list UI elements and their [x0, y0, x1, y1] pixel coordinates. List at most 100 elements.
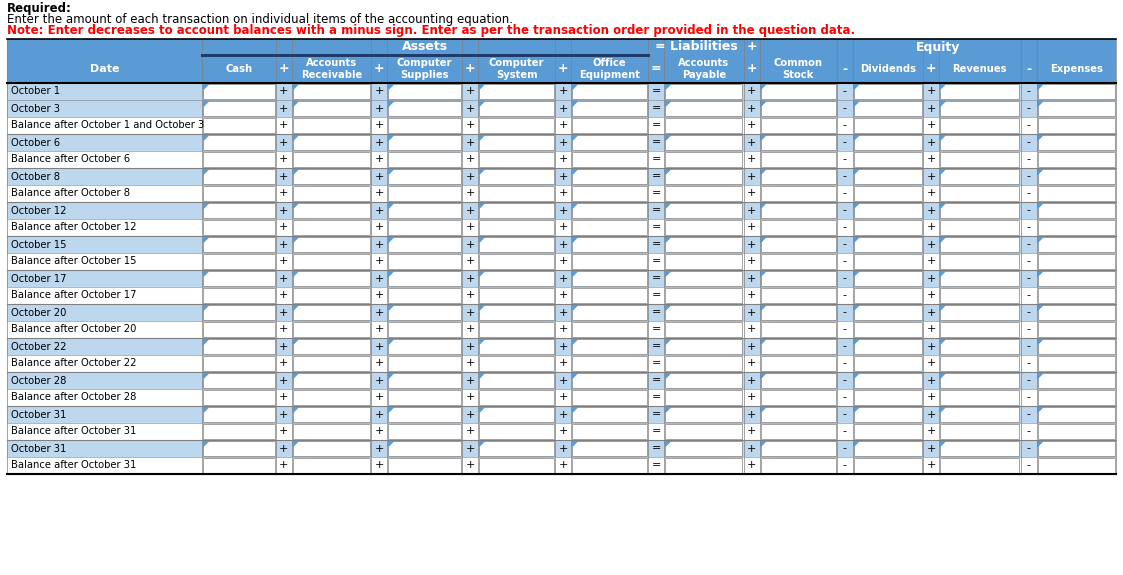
- Text: +: +: [375, 86, 384, 97]
- Text: =: =: [651, 137, 661, 148]
- Text: +: +: [558, 324, 568, 335]
- Text: +: +: [375, 427, 384, 436]
- Text: -: -: [842, 171, 847, 182]
- Polygon shape: [573, 407, 577, 412]
- Polygon shape: [293, 169, 298, 174]
- Polygon shape: [853, 339, 859, 344]
- Text: -: -: [842, 375, 847, 385]
- Polygon shape: [293, 441, 298, 446]
- Bar: [293, 220, 371, 235]
- Text: Balance after October 28: Balance after October 28: [11, 393, 136, 402]
- Text: +: +: [375, 375, 384, 385]
- Text: +: +: [375, 274, 384, 283]
- Bar: [940, 305, 1020, 320]
- Polygon shape: [760, 441, 766, 446]
- Text: +: +: [558, 189, 568, 198]
- Bar: [7, 372, 1116, 389]
- Text: -: -: [1026, 274, 1031, 283]
- Bar: [573, 152, 647, 167]
- Text: Balance after October 1 and October 3: Balance after October 1 and October 3: [11, 121, 204, 131]
- Text: +: +: [280, 358, 289, 369]
- Text: +: +: [375, 308, 384, 317]
- Bar: [480, 186, 554, 201]
- Polygon shape: [203, 373, 209, 378]
- Polygon shape: [760, 135, 766, 140]
- Bar: [293, 322, 371, 337]
- Text: -: -: [1026, 461, 1031, 470]
- Bar: [666, 84, 742, 99]
- Bar: [760, 441, 836, 456]
- Text: -: -: [1026, 63, 1031, 75]
- Bar: [940, 458, 1020, 473]
- Bar: [1038, 322, 1115, 337]
- Text: -: -: [842, 155, 847, 164]
- Text: +: +: [558, 461, 568, 470]
- Bar: [293, 390, 371, 405]
- Bar: [853, 169, 922, 184]
- Text: -: -: [1026, 189, 1031, 198]
- Bar: [853, 322, 922, 337]
- Text: +: +: [280, 393, 289, 402]
- Polygon shape: [203, 203, 209, 208]
- Bar: [389, 339, 460, 354]
- Text: =: =: [651, 256, 661, 266]
- Text: -: -: [1026, 155, 1031, 164]
- Bar: [293, 203, 371, 218]
- Text: +: +: [558, 308, 568, 317]
- Text: +: +: [558, 205, 568, 216]
- Text: +: +: [465, 137, 475, 148]
- Bar: [1038, 407, 1115, 422]
- Bar: [573, 441, 647, 456]
- Bar: [7, 321, 1116, 338]
- Text: -: -: [842, 86, 847, 97]
- Text: +: +: [465, 86, 475, 97]
- Polygon shape: [853, 135, 859, 140]
- Bar: [1038, 186, 1115, 201]
- Bar: [203, 288, 275, 303]
- Polygon shape: [389, 407, 393, 412]
- Text: +: +: [926, 443, 935, 454]
- Polygon shape: [293, 407, 298, 412]
- Text: -: -: [1026, 223, 1031, 232]
- Bar: [940, 135, 1020, 150]
- Bar: [389, 356, 460, 371]
- Text: -: -: [842, 393, 847, 402]
- Bar: [7, 219, 1116, 236]
- Text: +: +: [747, 155, 756, 164]
- Text: +: +: [747, 342, 756, 351]
- Bar: [1038, 458, 1115, 473]
- Text: -: -: [842, 308, 847, 317]
- Text: +: +: [465, 223, 475, 232]
- Text: -: -: [842, 223, 847, 232]
- Bar: [666, 169, 742, 184]
- Bar: [203, 322, 275, 337]
- Bar: [760, 169, 836, 184]
- Text: +: +: [558, 274, 568, 283]
- Text: +: +: [465, 121, 475, 131]
- Bar: [573, 407, 647, 422]
- Text: +: +: [747, 427, 756, 436]
- Text: +: +: [926, 171, 935, 182]
- Polygon shape: [940, 339, 946, 344]
- Text: -: -: [1026, 205, 1031, 216]
- Bar: [853, 135, 922, 150]
- Bar: [293, 271, 371, 286]
- Polygon shape: [1038, 373, 1043, 378]
- Bar: [666, 339, 742, 354]
- Text: +: +: [926, 189, 935, 198]
- Bar: [666, 254, 742, 269]
- Bar: [940, 118, 1020, 133]
- Bar: [1038, 339, 1115, 354]
- Polygon shape: [480, 373, 484, 378]
- Text: +: +: [558, 290, 568, 301]
- Bar: [1038, 152, 1115, 167]
- Text: +: +: [280, 427, 289, 436]
- Text: October 31: October 31: [11, 409, 66, 420]
- Bar: [853, 373, 922, 388]
- Bar: [853, 271, 922, 286]
- Text: Required:: Required:: [7, 2, 72, 15]
- Polygon shape: [1038, 305, 1043, 310]
- Polygon shape: [940, 169, 946, 174]
- Bar: [480, 373, 554, 388]
- Text: +: +: [280, 443, 289, 454]
